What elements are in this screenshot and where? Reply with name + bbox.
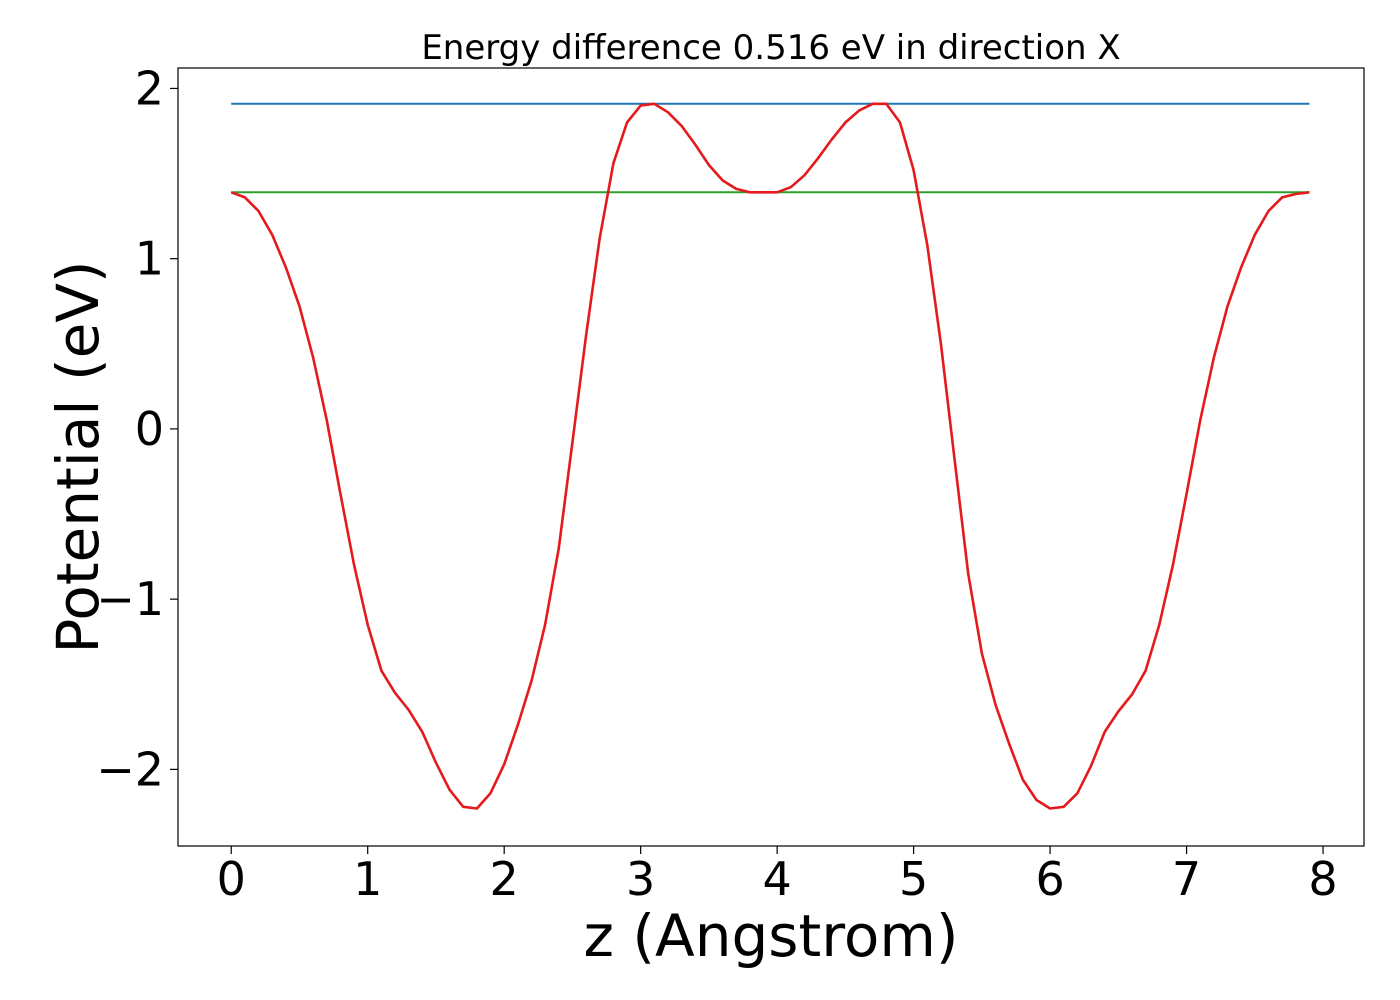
x-tick-label: 8 bbox=[1308, 852, 1337, 906]
x-tick-label: 1 bbox=[353, 852, 382, 906]
x-axis-label: z (Angstrom) bbox=[584, 902, 959, 970]
x-tick-label: 7 bbox=[1172, 852, 1201, 906]
x-tick-label: 2 bbox=[490, 852, 519, 906]
y-axis-label: Potential (eV) bbox=[44, 260, 112, 653]
y-axis: −2 −1 0 1 2 bbox=[96, 61, 178, 796]
y-tick-label: 2 bbox=[135, 61, 164, 115]
x-tick-label: 6 bbox=[1035, 852, 1064, 906]
x-tick-label: 4 bbox=[763, 852, 792, 906]
plot-frame bbox=[177, 67, 1365, 847]
x-tick-label: 5 bbox=[899, 852, 928, 906]
chart-title: Energy difference 0.516 eV in direction … bbox=[421, 28, 1120, 68]
series-line-3 bbox=[230, 102, 1310, 810]
x-axis: 0 1 2 3 4 5 6 7 8 bbox=[217, 846, 1338, 906]
y-tick-label: 0 bbox=[135, 402, 164, 456]
x-tick-label: 0 bbox=[217, 852, 246, 906]
x-tick-label: 3 bbox=[626, 852, 655, 906]
y-tick-label: −1 bbox=[96, 572, 164, 626]
y-tick-label: −2 bbox=[96, 742, 164, 796]
y-tick-label: 1 bbox=[135, 232, 164, 286]
plot-lines bbox=[230, 102, 1310, 810]
